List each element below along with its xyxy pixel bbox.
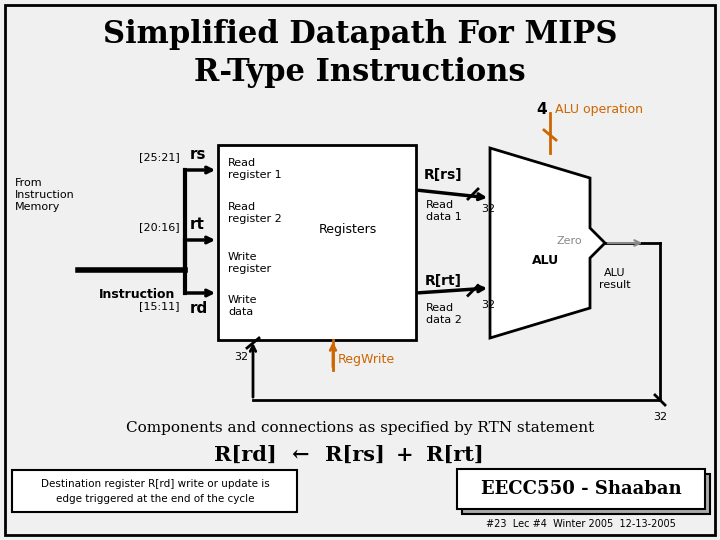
- Text: Read: Read: [228, 158, 256, 168]
- Bar: [457, 469, 705, 509]
- Text: ALU operation: ALU operation: [555, 104, 643, 117]
- Text: +: +: [396, 445, 414, 465]
- Text: Simplified Datapath For MIPS: Simplified Datapath For MIPS: [103, 19, 617, 51]
- Text: 32: 32: [481, 300, 495, 310]
- Polygon shape: [490, 148, 605, 338]
- Text: Read: Read: [228, 202, 256, 212]
- Text: R[rs]: R[rs]: [325, 445, 385, 465]
- Text: From
Instruction
Memory: From Instruction Memory: [15, 178, 75, 212]
- Text: Read
data 2: Read data 2: [426, 303, 462, 325]
- Text: register: register: [228, 264, 271, 274]
- Text: #23  Lec #4  Winter 2005  12-13-2005: #23 Lec #4 Winter 2005 12-13-2005: [486, 519, 676, 529]
- Text: ALU: ALU: [531, 254, 559, 267]
- Text: R[rt]: R[rt]: [425, 274, 462, 288]
- Text: Components and connections as specified by RTN statement: Components and connections as specified …: [126, 421, 594, 435]
- Text: [25:21]: [25:21]: [139, 152, 180, 162]
- Text: ALU: ALU: [604, 268, 626, 278]
- Text: R[rt]: R[rt]: [426, 445, 484, 465]
- Text: rs: rs: [190, 147, 207, 162]
- Text: Zero: Zero: [557, 236, 582, 246]
- Text: R[rs]: R[rs]: [423, 168, 462, 182]
- Text: 4: 4: [536, 103, 547, 118]
- Text: rt: rt: [190, 217, 205, 232]
- Text: EECC550 - Shaaban: EECC550 - Shaaban: [481, 480, 681, 498]
- Text: 32: 32: [234, 352, 248, 362]
- Text: R[rd]: R[rd]: [214, 445, 276, 465]
- Bar: [218, 145, 416, 340]
- Text: 32: 32: [481, 204, 495, 214]
- Text: Read
data 1: Read data 1: [426, 200, 462, 221]
- Text: RegWrite: RegWrite: [338, 354, 395, 367]
- Text: edge triggered at the end of the cycle: edge triggered at the end of the cycle: [55, 494, 254, 504]
- Text: ←: ←: [292, 445, 309, 465]
- Text: register 1: register 1: [228, 170, 282, 180]
- Text: 32: 32: [653, 412, 667, 422]
- Text: Instruction: Instruction: [99, 288, 175, 301]
- Text: Registers: Registers: [319, 224, 377, 237]
- Text: Write: Write: [228, 252, 258, 262]
- Text: R-Type Instructions: R-Type Instructions: [194, 57, 526, 87]
- Text: register 2: register 2: [228, 214, 282, 224]
- Text: data: data: [228, 307, 253, 317]
- Text: [15:11]: [15:11]: [140, 301, 180, 311]
- Text: Destination register R[rd] write or update is: Destination register R[rd] write or upda…: [40, 479, 269, 489]
- Bar: [462, 474, 710, 514]
- Text: Write: Write: [228, 295, 258, 305]
- Text: [20:16]: [20:16]: [140, 222, 180, 232]
- Bar: [12, 470, 297, 512]
- Text: rd: rd: [190, 301, 208, 316]
- Text: result: result: [599, 280, 631, 290]
